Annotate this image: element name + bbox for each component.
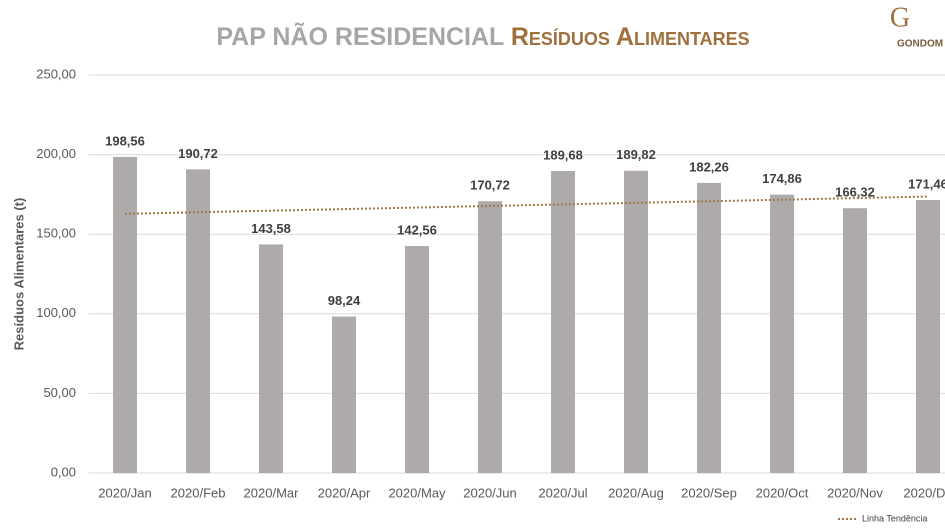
- value-label: 189,68: [543, 147, 583, 162]
- legend-label: Linha Tendência: [862, 513, 927, 523]
- bar: [186, 169, 210, 473]
- value-label: 166,32: [835, 185, 875, 200]
- y-tick-label: 200,00: [36, 146, 76, 161]
- value-label: 98,24: [328, 293, 361, 308]
- bar: [697, 182, 721, 473]
- value-label: 190,72: [178, 146, 218, 161]
- bar: [624, 170, 648, 473]
- value-label: 171,46: [908, 176, 945, 191]
- chart-subtitle: Resíduos Alimentares: [511, 23, 750, 51]
- value-label: 174,86: [762, 171, 802, 186]
- x-tick-label: 2020/Jan: [98, 485, 152, 500]
- bar: [332, 316, 356, 473]
- y-tick-label: 100,00: [36, 305, 76, 320]
- y-axis-label: Resíduos Alimentares (t): [11, 198, 26, 351]
- trend-line: [124, 195, 929, 215]
- y-tick-label: 50,00: [43, 385, 76, 400]
- x-tick-label: 2020/May: [388, 485, 446, 500]
- x-tick-label: 2020/Oct: [756, 485, 809, 500]
- bar: [770, 194, 794, 474]
- x-tick-label: 2020/Feb: [171, 485, 226, 500]
- logo-mark: G: [890, 2, 910, 33]
- x-tick-label: 2020/Jun: [463, 485, 517, 500]
- x-tick-label: 2020/Nov: [827, 485, 883, 500]
- value-label: 189,82: [616, 147, 656, 162]
- x-tick-label: 2020/De: [903, 485, 945, 500]
- y-tick-label: 150,00: [36, 226, 76, 241]
- bar: [843, 208, 867, 473]
- x-tick-label: 2020/Aug: [608, 485, 664, 500]
- bar: [551, 171, 575, 474]
- logo-text: GONDOM: [897, 39, 943, 50]
- x-tick-label: 2020/Sep: [681, 485, 737, 500]
- bar: [113, 156, 137, 473]
- x-tick-label: 2020/Jul: [538, 485, 587, 500]
- value-label: 198,56: [105, 133, 145, 148]
- x-tick-label: 2020/Apr: [318, 485, 371, 500]
- value-label: 142,56: [397, 222, 437, 237]
- bar: [405, 246, 429, 473]
- y-tick-label: 250,00: [36, 66, 76, 81]
- x-tick-label: 2020/Mar: [244, 485, 300, 500]
- value-label: 182,26: [689, 159, 729, 174]
- chart-title: PAP NÃO RESIDENCIAL: [216, 21, 504, 51]
- chart-title-group: PAP NÃO RESIDENCIAL Resíduos Alimentares: [216, 21, 749, 51]
- bar: [478, 201, 502, 474]
- value-label: 143,58: [251, 221, 291, 236]
- y-tick-label: 0,00: [51, 464, 76, 479]
- value-label: 170,72: [470, 178, 510, 193]
- bar: [916, 200, 940, 473]
- bar: [259, 244, 283, 473]
